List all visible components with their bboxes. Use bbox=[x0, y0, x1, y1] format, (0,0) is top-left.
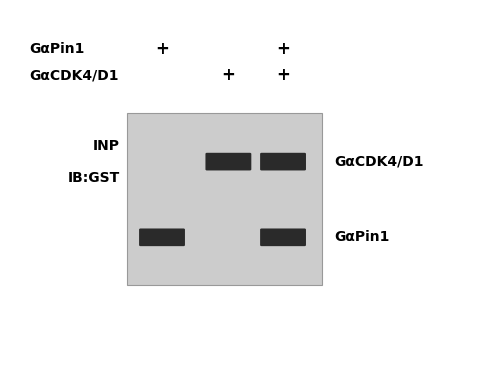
FancyBboxPatch shape bbox=[205, 153, 251, 171]
Text: GαPin1: GαPin1 bbox=[334, 230, 389, 244]
Text: +: + bbox=[276, 66, 290, 84]
Text: GαCDK4/D1: GαCDK4/D1 bbox=[334, 154, 424, 169]
Text: GαPin1: GαPin1 bbox=[29, 42, 84, 56]
FancyBboxPatch shape bbox=[127, 113, 322, 285]
FancyBboxPatch shape bbox=[260, 153, 306, 171]
Text: INP: INP bbox=[93, 139, 120, 153]
Text: +: + bbox=[276, 40, 290, 59]
FancyBboxPatch shape bbox=[139, 228, 185, 246]
Text: GαCDK4/D1: GαCDK4/D1 bbox=[29, 68, 119, 82]
Text: IB:GST: IB:GST bbox=[67, 171, 120, 184]
Text: +: + bbox=[222, 66, 235, 84]
FancyBboxPatch shape bbox=[260, 228, 306, 246]
Text: +: + bbox=[155, 40, 169, 59]
